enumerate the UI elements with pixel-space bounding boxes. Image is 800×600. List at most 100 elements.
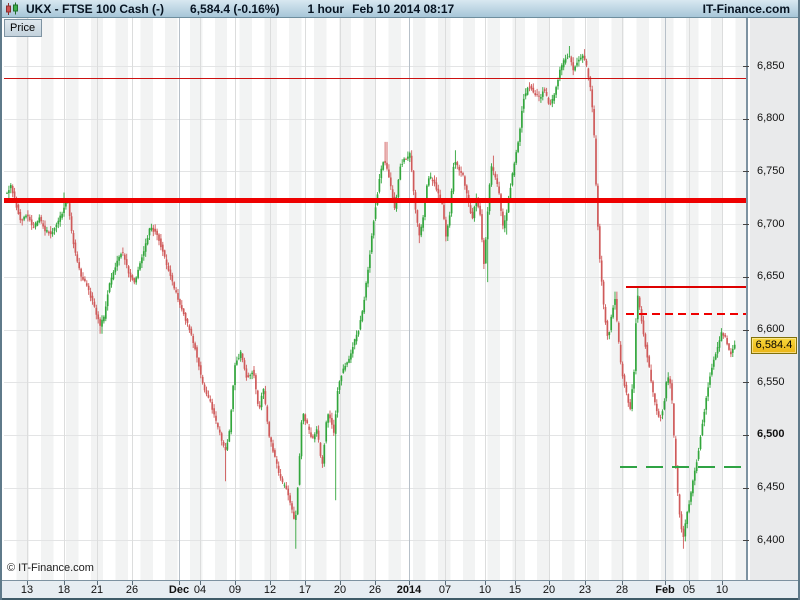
x-axis-tick bbox=[485, 581, 486, 585]
y-axis-label: 6,600 bbox=[757, 323, 785, 335]
timeframe-label: 1 hour bbox=[307, 1, 345, 16]
v-gridline bbox=[27, 18, 28, 580]
y-axis-label: 6,800 bbox=[757, 112, 785, 125]
y-axis-tick bbox=[743, 224, 749, 226]
resistance-thin-red[interactable] bbox=[4, 78, 746, 80]
x-axis-label: 21 bbox=[90, 584, 104, 596]
x-axis-tick bbox=[375, 581, 376, 585]
y-axis-tick bbox=[743, 66, 749, 67]
x-axis-tick bbox=[445, 581, 446, 585]
datetime-label: Feb 10 2014 08:17 bbox=[352, 1, 455, 16]
support-green-dashed[interactable] bbox=[620, 465, 746, 468]
v-gridline bbox=[585, 18, 586, 580]
v-gridline bbox=[132, 18, 133, 580]
y-axis-tick bbox=[743, 329, 749, 331]
v-gridline bbox=[445, 18, 446, 580]
y-axis-tick bbox=[743, 540, 749, 542]
y-axis-label: 6,550 bbox=[757, 375, 785, 388]
x-axis-tick bbox=[585, 581, 586, 585]
x-axis-label: 26 bbox=[368, 584, 382, 596]
x-axis-label: 2014 bbox=[396, 584, 422, 596]
y-axis-label: 6,750 bbox=[757, 164, 785, 177]
x-axis-tick bbox=[200, 581, 201, 585]
v-gridline bbox=[97, 18, 98, 580]
y-axis-label: 6,700 bbox=[757, 217, 785, 230]
short-resistance-red[interactable] bbox=[626, 286, 746, 289]
y-axis[interactable]: 6,584.4 6,850 6,800 6,750 6,700 6,650 6,600 6,… bbox=[743, 18, 798, 580]
v-gridline bbox=[515, 18, 516, 580]
major-level-thick-red[interactable] bbox=[4, 198, 746, 204]
v-gridline bbox=[722, 18, 723, 580]
x-axis-label: 18 bbox=[57, 584, 71, 596]
v-gridline bbox=[689, 18, 690, 580]
x-axis-tick bbox=[235, 581, 236, 585]
y-axis-tick bbox=[743, 434, 749, 436]
tab-price[interactable]: Price bbox=[4, 19, 43, 37]
x-axis[interactable]: 13 18 21 26 Dec 04 09 12 17 20 26 2014 07 10 15 20 23 28 F… bbox=[2, 580, 798, 598]
candlestick-series bbox=[6, 46, 736, 549]
last-price-and-change: 6,584.4 (-0.16%) bbox=[190, 2, 279, 16]
v-gridline bbox=[340, 18, 341, 580]
x-axis-label: 13 bbox=[20, 584, 34, 596]
x-axis-tick bbox=[515, 581, 516, 585]
x-axis-tick bbox=[689, 581, 690, 585]
last-price: 6,584.4 bbox=[190, 1, 231, 16]
x-axis-tick bbox=[270, 581, 271, 585]
x-axis-tick bbox=[722, 581, 723, 585]
window-bottom-edge bbox=[2, 598, 798, 600]
v-gridline bbox=[235, 18, 236, 580]
x-axis-label: 28 bbox=[615, 584, 629, 596]
v-gridline bbox=[665, 18, 666, 580]
y-axis-label: 6,650 bbox=[757, 270, 785, 283]
candlestick-icon bbox=[5, 2, 19, 16]
v-gridline bbox=[270, 18, 271, 580]
v-gridline bbox=[64, 18, 65, 580]
v-gridline bbox=[305, 18, 306, 580]
y-axis-tick bbox=[743, 276, 749, 278]
x-axis-label: 10 bbox=[715, 584, 729, 596]
x-axis-tick bbox=[97, 581, 98, 585]
instrument-title: UKX - FTSE 100 Cash (-) bbox=[26, 1, 165, 16]
x-axis-label: 20 bbox=[333, 584, 347, 596]
x-axis-tick bbox=[409, 581, 410, 585]
y-axis-label: 6,400 bbox=[757, 533, 785, 546]
last-price-badge: 6,584.4 bbox=[751, 337, 797, 355]
x-axis-tick bbox=[27, 581, 28, 585]
x-axis-label: 04 bbox=[193, 584, 207, 596]
x-axis-label: 12 bbox=[263, 584, 277, 596]
v-gridline bbox=[549, 18, 550, 580]
x-axis-tick bbox=[622, 581, 623, 585]
short-resistance-red-dashed[interactable] bbox=[626, 312, 746, 315]
y-axis-tick bbox=[743, 171, 749, 173]
y-axis-tick bbox=[743, 487, 749, 489]
x-axis-tick bbox=[179, 581, 180, 585]
brand-label: IT-Finance.com bbox=[702, 1, 790, 16]
v-gridline bbox=[622, 18, 623, 580]
x-axis-tick bbox=[132, 581, 133, 585]
x-axis-label: 07 bbox=[438, 584, 452, 596]
x-axis-label: 15 bbox=[508, 584, 522, 596]
x-axis-label: 23 bbox=[578, 584, 592, 596]
change-percent: (-0.16%) bbox=[233, 1, 280, 16]
x-axis-label: 17 bbox=[298, 584, 312, 596]
x-axis-label: Feb bbox=[655, 584, 675, 596]
y-axis-tick bbox=[743, 382, 749, 384]
x-axis-tick bbox=[340, 581, 341, 585]
plot-area[interactable]: © IT-Finance.com bbox=[4, 18, 748, 580]
x-axis-label: Dec bbox=[168, 584, 190, 596]
x-axis-tick bbox=[549, 581, 550, 585]
title-bar: UKX - FTSE 100 Cash (-) 6,584.4 (-0.16%)… bbox=[2, 0, 798, 18]
x-axis-label: 26 bbox=[125, 584, 139, 596]
x-axis-label: 05 bbox=[682, 584, 696, 596]
x-axis-label: 09 bbox=[228, 584, 242, 596]
x-axis-tick bbox=[665, 581, 666, 585]
v-gridline bbox=[409, 18, 410, 580]
copyright-label: © IT-Finance.com bbox=[7, 562, 94, 574]
x-axis-label: 10 bbox=[478, 584, 492, 596]
v-gridline bbox=[375, 18, 376, 580]
x-axis-tick bbox=[305, 581, 306, 585]
v-gridline bbox=[485, 18, 486, 580]
y-axis-label: 6,450 bbox=[757, 481, 785, 494]
y-axis-tick bbox=[743, 118, 749, 120]
